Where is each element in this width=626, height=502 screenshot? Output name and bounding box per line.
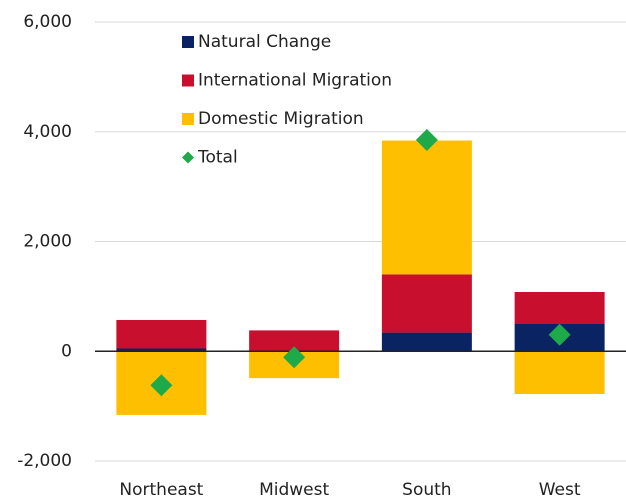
legend-swatch bbox=[182, 36, 194, 48]
legend-swatch bbox=[182, 113, 194, 125]
x-tick-label: West bbox=[539, 480, 581, 500]
x-tick-label: Midwest bbox=[259, 480, 329, 500]
bar-segment bbox=[514, 291, 605, 324]
legend-label: International Migration bbox=[198, 71, 392, 91]
y-tick-label: 0 bbox=[61, 341, 72, 361]
total-marker bbox=[283, 346, 306, 369]
x-tick-label: Northeast bbox=[119, 480, 203, 500]
total-marker bbox=[548, 323, 571, 346]
legend-marker bbox=[182, 151, 194, 164]
y-tick-label: 2,000 bbox=[23, 232, 72, 252]
legend-label: Total bbox=[197, 148, 238, 168]
y-tick-label: 6,000 bbox=[23, 12, 72, 32]
bar-segment bbox=[381, 332, 472, 352]
bar-segment bbox=[116, 319, 207, 349]
total-marker bbox=[415, 128, 438, 151]
y-tick-label: -2,000 bbox=[17, 451, 72, 471]
legend-label: Natural Change bbox=[198, 32, 331, 52]
legend-swatch bbox=[182, 74, 194, 87]
legend-label: Domestic Migration bbox=[198, 109, 364, 129]
bar-segment bbox=[116, 348, 207, 352]
bar-segment bbox=[514, 351, 605, 395]
total-marker bbox=[150, 374, 173, 397]
y-tick-label: 4,000 bbox=[23, 122, 72, 142]
x-tick-label: South bbox=[402, 480, 451, 500]
bar-segment bbox=[249, 330, 340, 351]
bar-segment bbox=[381, 274, 472, 333]
bar-segment bbox=[381, 140, 472, 275]
